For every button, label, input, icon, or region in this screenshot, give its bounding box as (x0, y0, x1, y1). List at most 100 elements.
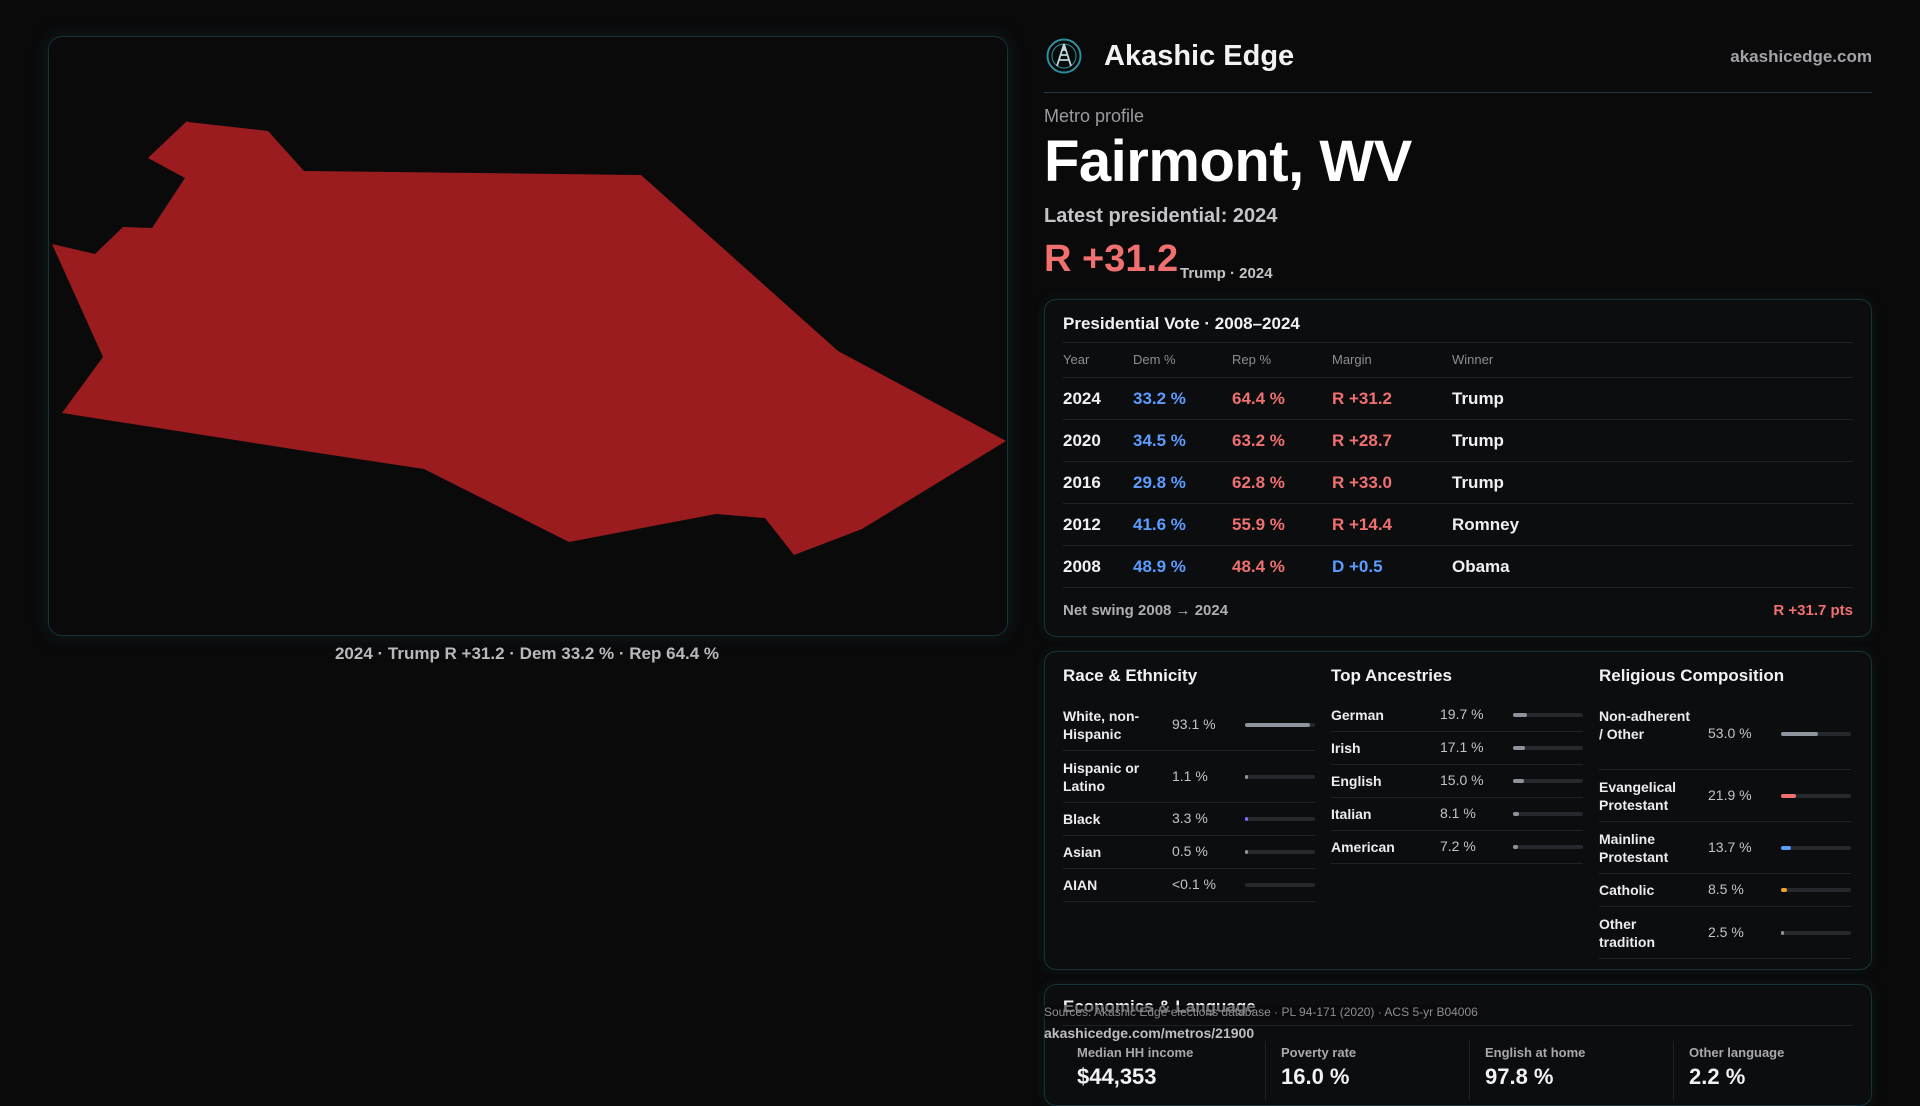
religion-item: Catholic 8.5 % (1599, 874, 1851, 907)
race-item-bar-fill (1245, 723, 1310, 727)
permalink[interactable]: akashicedge.com/metros/21900 (1044, 1025, 1255, 1041)
econ-metric-value: 2.2 % (1689, 1064, 1746, 1089)
religion-item-label: Evangelical Protestant (1599, 779, 1677, 813)
ancestry-item-label: Irish (1331, 740, 1361, 756)
vote-row-2008: 2008 48.9 % 48.4 % D +0.5 Obama (1063, 546, 1853, 588)
religion-item: Non-adherent / Other 53.0 % (1599, 699, 1851, 770)
econ-divider (1063, 1025, 1853, 1026)
religion-item-pct: 53.0 % (1708, 725, 1752, 741)
race-item-bar (1245, 723, 1315, 727)
econ-metric-label: English at home (1485, 1045, 1586, 1060)
vote-year: 2008 (1063, 557, 1101, 576)
race-item-bar-fill (1245, 817, 1248, 821)
ancestry-item-bar (1513, 779, 1583, 783)
religion-item-label: Catholic (1599, 882, 1655, 898)
race-item-pct: 93.1 % (1172, 716, 1216, 732)
vote-dem: 29.8 % (1133, 473, 1186, 492)
ancestry-item-pct: 19.7 % (1440, 706, 1484, 722)
ancestry-item-label: English (1331, 773, 1382, 789)
vote-dem: 41.6 % (1133, 515, 1186, 534)
brand-header: Akashic Edge akashicedge.com (1044, 36, 1872, 93)
econ-metric: Poverty rate 16.0 % (1281, 1045, 1471, 1090)
religion-item-bar-fill (1781, 888, 1787, 892)
ancestry-title: Top Ancestries (1331, 666, 1452, 685)
vote-year: 2016 (1063, 473, 1101, 492)
race-item-bar-fill (1245, 775, 1248, 779)
vote-margin: R +31.2 (1332, 389, 1393, 408)
econ-metric-value: 97.8 % (1485, 1064, 1554, 1089)
vote-rep: 64.4 % (1232, 389, 1285, 408)
race-item-bar-fill (1245, 850, 1248, 854)
vote-year: 2012 (1063, 515, 1101, 534)
econ-metric-label: Other language (1689, 1045, 1785, 1060)
vote-table: Year Dem % Rep % Margin Winner 2024 33.2 … (1063, 342, 1853, 588)
ancestry-item: American 7.2 % (1331, 831, 1583, 864)
religion-item: Other tradition 2.5 % (1599, 907, 1851, 959)
vote-winner: Trump (1452, 431, 1504, 450)
ancestry-item-label: American (1331, 839, 1395, 855)
religion-item-pct: 2.5 % (1708, 924, 1744, 940)
ancestry-item-bar (1513, 812, 1583, 816)
race-item-bar (1245, 817, 1315, 821)
religion-item-bar-fill (1781, 794, 1796, 798)
econ-metric-label: Poverty rate (1281, 1045, 1357, 1060)
header-year: Year (1063, 352, 1090, 367)
religion-item-label: Other tradition (1599, 916, 1655, 950)
net-swing-value: R +31.7 pts (1773, 602, 1853, 619)
econ-metric: Other language 2.2 % (1689, 1045, 1879, 1090)
race-title: Race & Ethnicity (1063, 666, 1198, 685)
race-item-pct: 3.3 % (1172, 810, 1208, 826)
econ-separator (1469, 1041, 1470, 1101)
net-swing: Net swing 2008 → 2024 R +31.7 pts (1063, 602, 1853, 619)
vote-winner: Trump (1452, 473, 1504, 492)
ancestry-item-pct: 8.1 % (1440, 805, 1476, 821)
vote-margin: R +28.7 (1332, 431, 1393, 450)
ancestry-item-label: German (1331, 707, 1384, 723)
religion-item-bar-fill (1781, 732, 1818, 736)
ancestry-item-bar-fill (1513, 779, 1524, 783)
vote-rep: 62.8 % (1232, 473, 1285, 492)
race-item-pct: 1.1 % (1172, 768, 1208, 784)
ancestry-item-bar-fill (1513, 713, 1527, 717)
religion-item-pct: 8.5 % (1708, 881, 1744, 897)
religion-item: Evangelical Protestant 21.9 % (1599, 770, 1851, 822)
vote-rep: 55.9 % (1232, 515, 1285, 534)
sources-note: Sources: Akashic Edge elections database… (1044, 1005, 1478, 1019)
latest-margin: R +31.2 (1044, 238, 1179, 280)
religion-title: Religious Composition (1599, 666, 1785, 685)
ancestry-item: Italian 8.1 % (1331, 798, 1583, 831)
religion-item-label: Non-adherent / Other (1599, 708, 1690, 742)
brand-name[interactable]: Akashic Edge (1104, 40, 1295, 72)
econ-metric-label: Median HH income (1077, 1045, 1194, 1060)
ancestry-item: Irish 17.1 % (1331, 732, 1583, 765)
race-item-bar (1245, 883, 1315, 887)
econ-metric: English at home 97.8 % (1485, 1045, 1675, 1090)
fairmont-metro-shape[interactable] (52, 121, 1006, 555)
religion-item-bar (1781, 794, 1851, 798)
race-item-pct: 0.5 % (1172, 843, 1208, 859)
header-rep: Rep % (1232, 352, 1272, 367)
vote-year: 2024 (1063, 389, 1101, 408)
vote-winner: Trump (1452, 389, 1504, 408)
vote-dem: 33.2 % (1133, 389, 1186, 408)
religion-item-bar-fill (1781, 846, 1791, 850)
religion-item-bar (1781, 888, 1851, 892)
vote-margin: R +14.4 (1332, 515, 1393, 534)
vote-table-header: Year Dem % Rep % Margin Winner (1063, 342, 1853, 378)
race-item-label: Asian (1063, 844, 1102, 860)
economics-card: Economics & Language Median HH income$44… (1044, 984, 1872, 1106)
latest-margin-sub: Trump · 2024 (1180, 265, 1273, 282)
vote-rep: 48.4 % (1232, 557, 1285, 576)
race-item-label: Black (1063, 811, 1101, 827)
vote-margin: D +0.5 (1332, 557, 1383, 576)
vote-rep: 63.2 % (1232, 431, 1285, 450)
vote-year: 2020 (1063, 431, 1101, 450)
race-item-bar (1245, 850, 1315, 854)
ancestry-item-bar-fill (1513, 845, 1518, 849)
race-item: AIAN <0.1 % (1063, 869, 1315, 902)
page-kicker: Metro profile (1044, 106, 1145, 126)
religion-item: Mainline Protestant 13.7 % (1599, 822, 1851, 874)
compass-logo-icon (1046, 38, 1082, 74)
religion-item-bar-fill (1781, 931, 1784, 935)
brand-site-link[interactable]: akashicedge.com (1730, 47, 1872, 66)
